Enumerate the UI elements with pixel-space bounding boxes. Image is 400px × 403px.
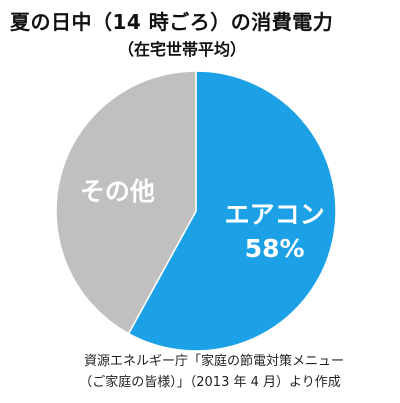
- pie-slice-2: [55, 70, 197, 335]
- chart-subtitle: （在宅世帯平均）: [118, 40, 247, 59]
- pie-slice-1-value: 58%: [245, 234, 305, 263]
- pie-slice-2-label: その他: [80, 177, 155, 206]
- pie-slice-1: [127, 70, 337, 352]
- source-note-line-2: （ご家庭の皆様）」（2013 年 4 月）より作成: [79, 375, 341, 390]
- pie-slice-1-label: エアコン: [225, 200, 325, 229]
- chart-title: 夏の日中（14 時ごろ）の消費電力: [10, 10, 334, 34]
- source-note-line-1: 資源エネルギー庁「家庭の節電対策メニュー: [83, 354, 344, 369]
